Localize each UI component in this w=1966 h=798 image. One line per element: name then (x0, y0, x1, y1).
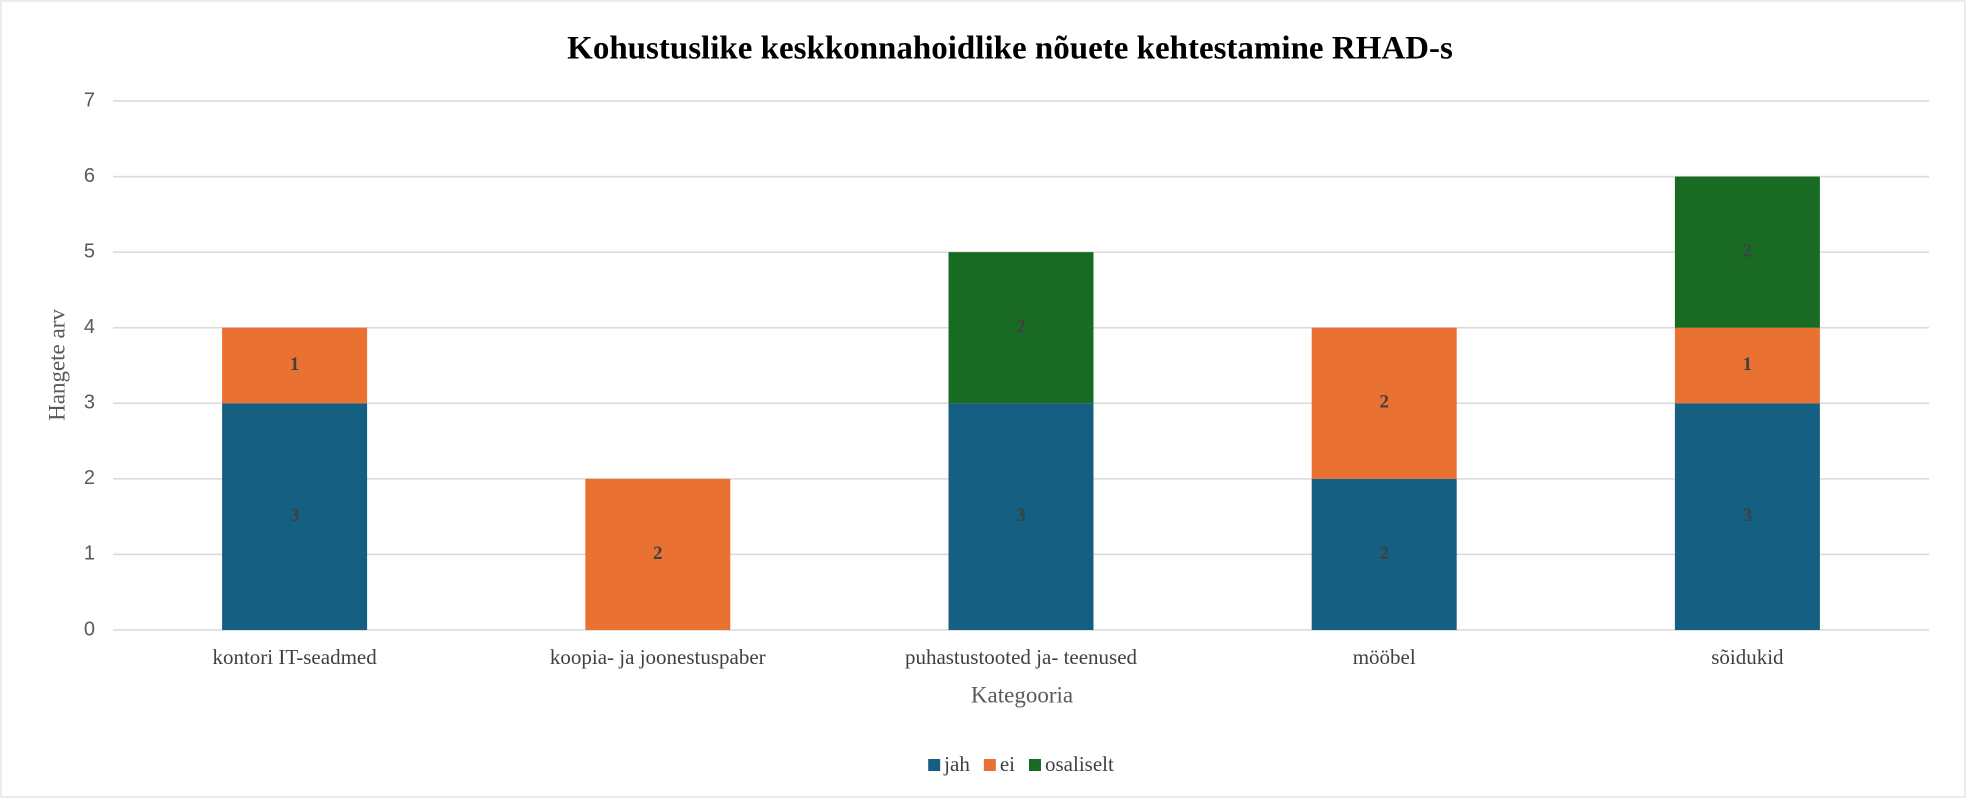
y-axis-title: Hangete arv (44, 309, 69, 421)
x-tick-label: puhastustooted ja- teenused (905, 645, 1138, 669)
x-axis-title: Kategooria (971, 682, 1073, 707)
y-tick-label: 7 (84, 89, 95, 111)
y-tick-label: 5 (84, 240, 95, 262)
bar-segment (948, 403, 1094, 630)
y-tick-label: 2 (84, 467, 95, 489)
bar-segment (222, 327, 368, 404)
data-label: 2 (653, 543, 663, 564)
data-label: 3 (290, 505, 300, 526)
bar-segment (948, 252, 1094, 404)
data-label: 1 (1743, 354, 1753, 375)
data-label: 2 (1379, 392, 1389, 413)
legend-swatch (1028, 759, 1041, 771)
x-tick-label: kontori IT-seadmed (212, 645, 377, 669)
legend-swatch (983, 759, 996, 771)
bar-segment (1311, 478, 1457, 630)
data-label: 1 (290, 354, 300, 375)
y-tick-label: 6 (84, 165, 95, 187)
data-label: 2 (1016, 316, 1026, 337)
bar-segment (585, 478, 731, 630)
y-tick-label: 4 (84, 316, 95, 338)
bar-segment (1674, 403, 1820, 630)
y-tick-label: 0 (84, 618, 95, 640)
data-label: 2 (1743, 241, 1753, 262)
bar-segment (1674, 327, 1820, 404)
x-tick-label: mööbel (1353, 645, 1416, 669)
data-label: 3 (1016, 505, 1026, 526)
x-tick-label: sõidukid (1711, 645, 1784, 669)
x-tick-label: koopia- ja joonestuspaber (550, 645, 766, 669)
y-tick-label: 1 (84, 543, 95, 565)
legend: jah ei osaliselt (928, 752, 1114, 776)
legend-label: ei (1000, 752, 1015, 776)
chart-title: Kohustuslike keskkonnahoidlike nõuete ke… (567, 31, 1453, 67)
data-label: 2 (1379, 543, 1389, 564)
bar-segment (1311, 327, 1457, 479)
legend-swatch (928, 759, 941, 771)
bar-segment (1674, 176, 1820, 328)
legend-label: jah (943, 752, 970, 776)
y-tick-label: 3 (84, 392, 95, 414)
bar-segment (222, 403, 368, 630)
legend-label: osaliselt (1045, 752, 1114, 776)
data-label: 3 (1743, 505, 1753, 526)
